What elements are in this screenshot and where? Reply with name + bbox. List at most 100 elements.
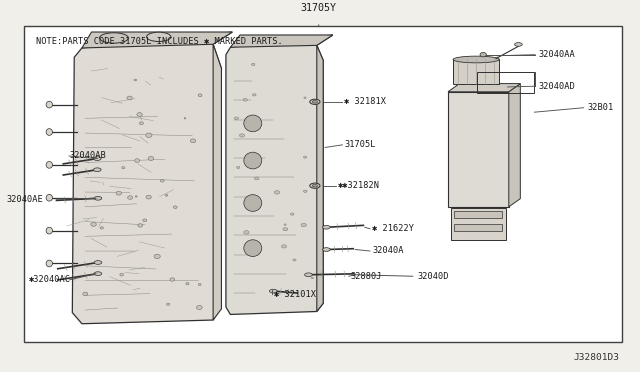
Polygon shape <box>213 44 221 320</box>
Ellipse shape <box>284 224 286 225</box>
Ellipse shape <box>122 167 125 169</box>
Ellipse shape <box>252 63 255 65</box>
Ellipse shape <box>453 56 499 63</box>
Ellipse shape <box>46 161 52 168</box>
Ellipse shape <box>154 254 160 259</box>
Text: 31705Y: 31705Y <box>301 3 337 13</box>
Ellipse shape <box>46 227 52 234</box>
Ellipse shape <box>143 219 147 222</box>
Ellipse shape <box>310 183 320 188</box>
Ellipse shape <box>186 283 189 285</box>
Ellipse shape <box>480 52 486 57</box>
Ellipse shape <box>283 228 288 231</box>
Ellipse shape <box>116 191 122 195</box>
Polygon shape <box>82 32 232 48</box>
Polygon shape <box>317 45 323 311</box>
Ellipse shape <box>311 278 314 279</box>
Ellipse shape <box>323 248 330 251</box>
Ellipse shape <box>244 231 249 234</box>
Ellipse shape <box>303 156 307 158</box>
Ellipse shape <box>94 261 102 264</box>
Ellipse shape <box>120 273 124 276</box>
Text: 31705L: 31705L <box>344 140 376 149</box>
Ellipse shape <box>196 305 202 310</box>
Ellipse shape <box>234 117 239 119</box>
Text: ✱32040AC: ✱32040AC <box>29 275 71 285</box>
Ellipse shape <box>303 190 307 192</box>
Ellipse shape <box>91 222 96 226</box>
Text: 32040A: 32040A <box>372 247 404 256</box>
Ellipse shape <box>137 113 142 116</box>
Ellipse shape <box>46 260 52 267</box>
Bar <box>477 73 534 93</box>
Ellipse shape <box>46 195 52 201</box>
Ellipse shape <box>134 79 136 81</box>
Polygon shape <box>509 84 520 207</box>
Ellipse shape <box>146 195 151 199</box>
Ellipse shape <box>140 122 143 125</box>
Ellipse shape <box>93 157 101 160</box>
Text: J32801D3: J32801D3 <box>573 353 620 362</box>
Ellipse shape <box>269 289 277 293</box>
Ellipse shape <box>515 42 522 46</box>
Text: 32040AB: 32040AB <box>69 151 106 160</box>
Ellipse shape <box>282 245 287 248</box>
Text: 32040AA: 32040AA <box>539 50 575 59</box>
Ellipse shape <box>190 139 196 143</box>
Ellipse shape <box>244 115 262 132</box>
Bar <box>454 211 502 218</box>
Text: ✱ 32181X: ✱ 32181X <box>344 97 387 106</box>
Polygon shape <box>226 35 333 314</box>
Ellipse shape <box>239 134 244 137</box>
Ellipse shape <box>135 196 137 197</box>
Ellipse shape <box>198 283 201 285</box>
Polygon shape <box>72 32 232 324</box>
Ellipse shape <box>252 157 255 158</box>
Ellipse shape <box>310 99 320 105</box>
Text: 32880J: 32880J <box>351 272 382 281</box>
Ellipse shape <box>301 223 307 227</box>
Ellipse shape <box>305 273 312 277</box>
Ellipse shape <box>138 224 143 227</box>
Bar <box>451 208 506 240</box>
Ellipse shape <box>147 32 171 41</box>
Ellipse shape <box>293 259 296 261</box>
Ellipse shape <box>100 227 104 229</box>
Ellipse shape <box>243 99 247 101</box>
Ellipse shape <box>94 272 102 276</box>
Ellipse shape <box>134 159 140 162</box>
Ellipse shape <box>304 97 306 99</box>
Ellipse shape <box>46 129 52 135</box>
Ellipse shape <box>99 33 128 43</box>
Ellipse shape <box>173 206 177 208</box>
Bar <box>453 60 499 84</box>
Text: 32040AD: 32040AD <box>539 82 575 91</box>
Ellipse shape <box>312 185 317 187</box>
Ellipse shape <box>323 225 330 229</box>
Text: 32040D: 32040D <box>417 272 449 281</box>
Ellipse shape <box>244 152 262 169</box>
Ellipse shape <box>198 94 202 97</box>
Bar <box>448 92 509 207</box>
Ellipse shape <box>255 177 259 180</box>
Text: ✱ 32101X: ✱ 32101X <box>274 289 316 299</box>
Text: 32B01: 32B01 <box>588 103 614 112</box>
Ellipse shape <box>253 94 256 96</box>
Ellipse shape <box>312 100 317 103</box>
Bar <box>454 224 502 231</box>
Ellipse shape <box>237 166 240 169</box>
Ellipse shape <box>165 194 168 196</box>
Text: ✱✱32182N: ✱✱32182N <box>338 181 380 190</box>
Ellipse shape <box>93 168 101 171</box>
Ellipse shape <box>291 213 294 215</box>
Ellipse shape <box>127 96 132 100</box>
Text: 32040AE: 32040AE <box>6 195 43 203</box>
Ellipse shape <box>94 196 102 200</box>
Ellipse shape <box>148 157 154 160</box>
Ellipse shape <box>244 240 262 256</box>
Ellipse shape <box>146 133 152 137</box>
Ellipse shape <box>275 191 280 194</box>
Polygon shape <box>230 35 333 47</box>
Ellipse shape <box>83 292 88 296</box>
Ellipse shape <box>244 195 262 211</box>
